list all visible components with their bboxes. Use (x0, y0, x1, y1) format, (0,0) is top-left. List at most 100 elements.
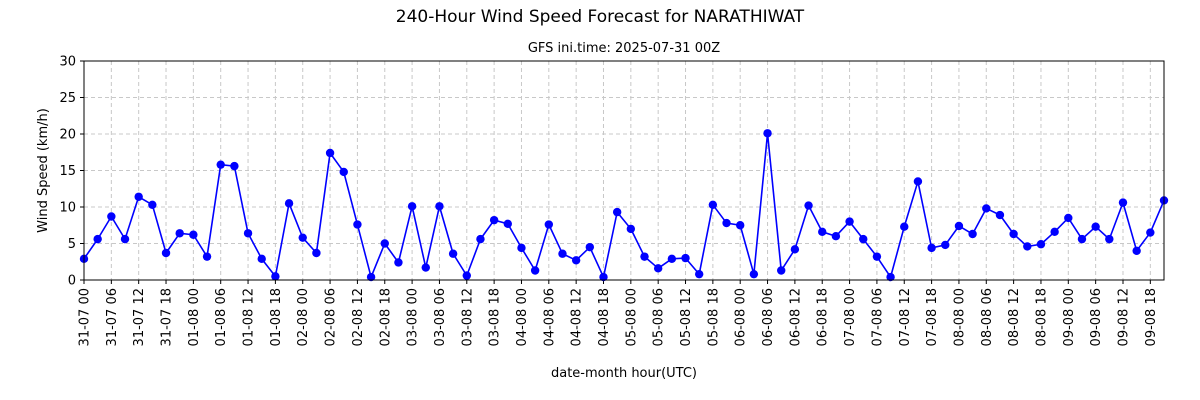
data-point (107, 212, 116, 221)
x-tick-label: 03-08 18 (488, 288, 503, 346)
data-point (982, 204, 991, 213)
data-point (339, 167, 348, 177)
data-point (489, 215, 499, 225)
x-tick-label: 07-08 18 (925, 288, 940, 346)
data-point (189, 230, 198, 239)
data-point (517, 243, 526, 253)
x-tick-label: 02-08 12 (351, 288, 366, 346)
y-tick-label: 10 (59, 201, 76, 216)
data-point (148, 200, 157, 210)
data-point (394, 258, 403, 267)
x-tick-label: 07-08 06 (870, 288, 885, 346)
x-tick-label: 06-08 00 (734, 288, 749, 346)
x-tick-label: 07-08 12 (898, 288, 913, 346)
data-point (1105, 234, 1114, 244)
data-point (790, 245, 800, 254)
data-point (749, 269, 759, 279)
data-point (831, 232, 841, 241)
data-point (1009, 229, 1018, 239)
y-axis-label: Wind Speed (km/h) (36, 108, 51, 233)
x-tick-label: 01-08 00 (187, 288, 202, 346)
data-point (872, 252, 882, 261)
x-tick-label: 02-08 06 (324, 288, 339, 346)
data-point (1118, 198, 1128, 207)
data-point (653, 264, 663, 273)
x-tick-label: 09-08 00 (1062, 288, 1077, 346)
data-point (175, 229, 184, 238)
data-point (913, 177, 923, 186)
data-point (941, 240, 950, 250)
y-tick-label: 30 (59, 55, 76, 70)
data-point (462, 271, 471, 280)
data-point (366, 272, 376, 282)
data-point (1077, 234, 1087, 244)
x-axis: 31-07 00 31-07 06 31-07 12 31-07 18 01-08 00… (78, 280, 1159, 346)
grid-lines (84, 61, 1164, 280)
data-point (421, 263, 430, 272)
x-tick-label: 31-07 00 (78, 288, 93, 346)
x-tick-label: 02-08 18 (378, 288, 393, 346)
x-tick-label: 03-08 06 (433, 288, 448, 346)
x-tick-label: 03-08 00 (406, 288, 421, 346)
data-point (161, 248, 171, 258)
data-point (599, 272, 608, 282)
data-point (736, 221, 745, 230)
data-point (476, 234, 485, 244)
y-tick-label: 15 (59, 164, 76, 179)
x-tick-label: 31-07 12 (132, 288, 147, 346)
data-point (325, 148, 335, 158)
data-point (694, 269, 704, 279)
x-tick-label: 01-08 18 (269, 288, 284, 346)
data-point (380, 239, 389, 248)
data-point (927, 243, 936, 253)
data-point (353, 220, 362, 229)
data-point (503, 219, 512, 228)
x-tick-label: 09-08 12 (1116, 288, 1131, 346)
data-point (1132, 246, 1141, 255)
data-point (640, 252, 649, 261)
y-tick-label: 20 (59, 128, 76, 143)
data-point (120, 234, 130, 244)
x-tick-label: 02-08 00 (296, 288, 311, 346)
plot-frame (83, 60, 1165, 281)
data-point (777, 266, 786, 275)
chart-title: 240-Hour Wind Speed Forecast for NARATHI… (396, 7, 805, 27)
data-point (271, 272, 280, 281)
data-point (1064, 213, 1073, 223)
x-tick-label: 08-08 00 (952, 288, 967, 346)
data-point (298, 233, 307, 242)
data-point (900, 222, 909, 231)
y-tick-label: 0 (68, 274, 76, 289)
data-point (626, 224, 636, 234)
x-tick-label: 06-08 06 (761, 288, 776, 346)
data-point (859, 234, 868, 244)
data-point (1146, 228, 1155, 237)
chart-subtitle: GFS ini.time: 2025-07-31 00Z (528, 41, 720, 56)
data-point (845, 217, 854, 226)
data-point (585, 242, 595, 252)
data-point (667, 254, 677, 264)
x-tick-label: 05-08 18 (706, 288, 721, 346)
x-axis-label: date-month hour(UTC) (551, 366, 697, 381)
x-tick-label: 04-08 00 (515, 288, 530, 346)
data-point (763, 129, 772, 138)
data-point (818, 227, 827, 237)
x-tick-label: 01-08 06 (214, 288, 229, 346)
x-tick-label: 05-08 06 (652, 288, 667, 346)
data-point (216, 160, 225, 169)
x-tick-label: 09-08 06 (1089, 288, 1104, 346)
x-tick-label: 08-08 18 (1034, 288, 1049, 346)
data-point (1036, 240, 1046, 249)
data-point (612, 207, 622, 217)
x-tick-label: 04-08 06 (542, 288, 557, 346)
x-tick-label: 08-08 06 (980, 288, 995, 346)
x-tick-label: 07-08 00 (843, 288, 858, 346)
data-point (202, 252, 212, 261)
data-point (804, 201, 813, 210)
data-point (681, 253, 690, 263)
data-point (995, 210, 1005, 220)
data-point (230, 161, 239, 171)
data-point (448, 249, 458, 258)
x-tick-label: 03-08 12 (460, 288, 475, 346)
data-point (722, 218, 731, 228)
